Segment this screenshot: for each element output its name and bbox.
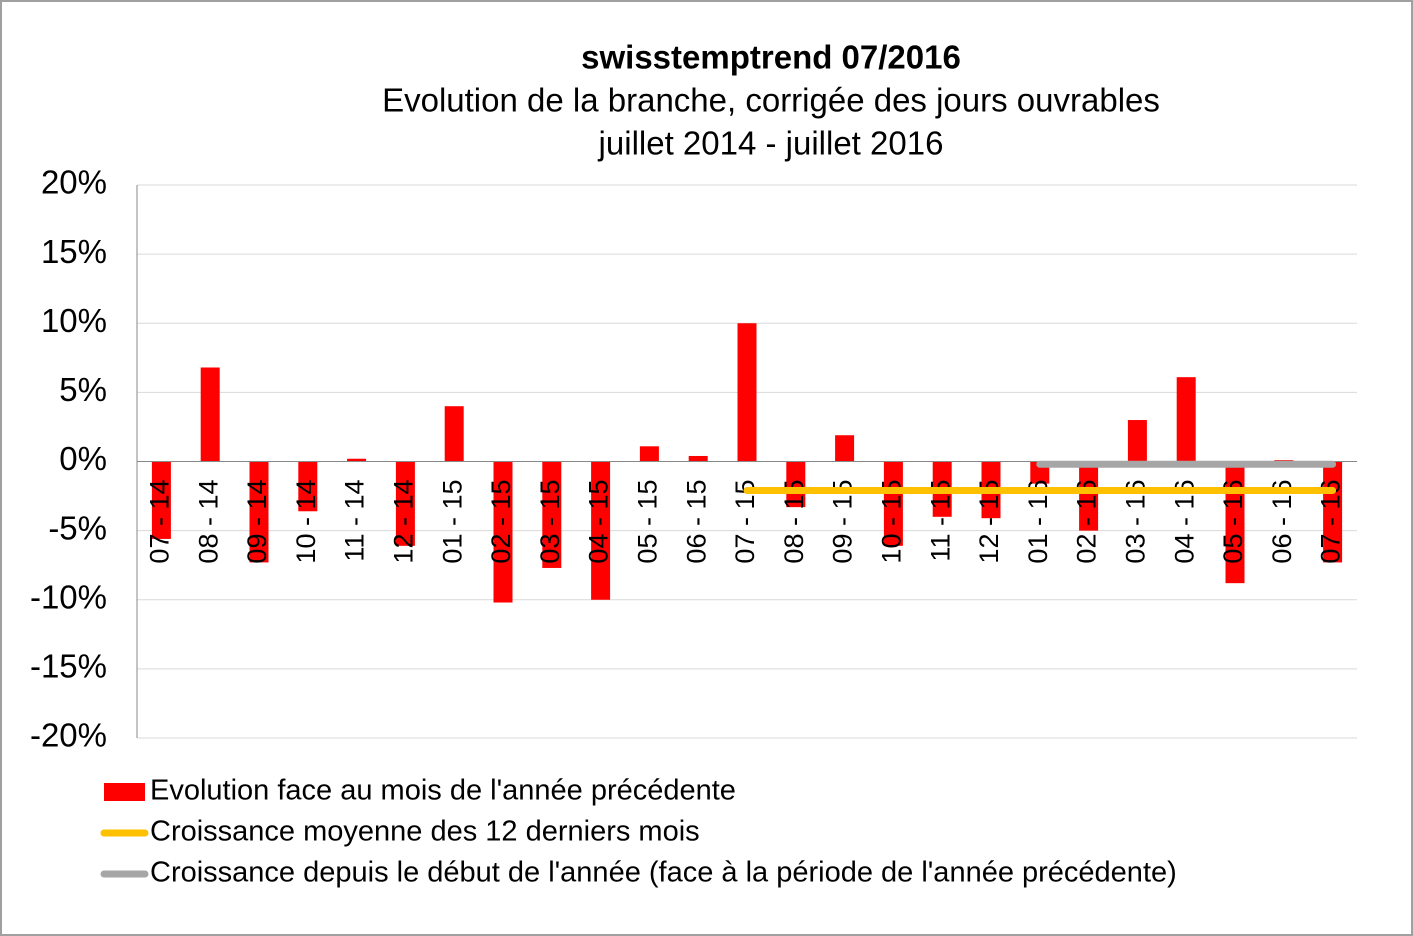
x-tick-label: 01 - 15 [437,480,467,564]
x-tick-label: 07 - 14 [145,480,175,564]
bar [786,461,806,508]
bar [249,461,269,563]
bar [444,406,464,462]
bar [591,461,611,600]
bar [493,461,513,603]
bar [1127,420,1147,462]
x-tick-label: 11 - 14 [340,480,370,562]
chart-title: swisstemptrend 07/2016 [581,39,961,76]
x-tick-label: 03 - 15 [535,480,565,564]
legend-label: Croissance depuis le début de l'année (f… [150,857,1177,889]
y-tick-label: 5% [59,371,107,408]
bar [1323,461,1343,563]
y-tick-label: -10% [30,578,107,615]
bar [688,455,708,462]
bar [200,367,220,462]
y-tick-label: 0% [59,440,107,477]
x-tick-label: 05 - 15 [633,480,663,564]
legend-label: Evolution face au mois de l'année précéd… [150,775,736,807]
y-tick-label: -20% [30,717,107,754]
x-tick-label: 02 - 15 [486,480,516,564]
chart-subtitle: Evolution de la branche, corrigée des jo… [382,82,1160,119]
bar [737,323,757,462]
legend-label: Croissance moyenne des 12 derniers mois [150,816,700,848]
x-tick-label: 06 - 15 [681,480,711,564]
bar [151,461,171,539]
bar [298,461,318,512]
x-tick-label: 12 - 14 [389,480,419,564]
legend-swatch [104,783,145,801]
chart-subtitle: juillet 2014 - juillet 2016 [598,125,944,162]
bar [395,461,415,546]
x-tick-label: 10 - 14 [291,480,321,564]
bar [1079,461,1099,531]
y-tick-label: 10% [41,302,107,339]
bar [347,458,367,462]
bar [542,461,562,568]
x-tick-label: 09 - 14 [242,480,272,564]
y-tick-label: 20% [41,164,107,201]
bar [1176,377,1196,462]
y-tick-label: -15% [30,648,107,685]
x-tick-label: 04 - 15 [584,480,614,564]
y-tick-label: 15% [41,233,107,270]
bar [835,435,855,462]
bar [639,446,659,462]
x-tick-label: 08 - 14 [193,480,223,564]
y-tick-label: -5% [48,509,107,546]
bar [883,461,903,546]
